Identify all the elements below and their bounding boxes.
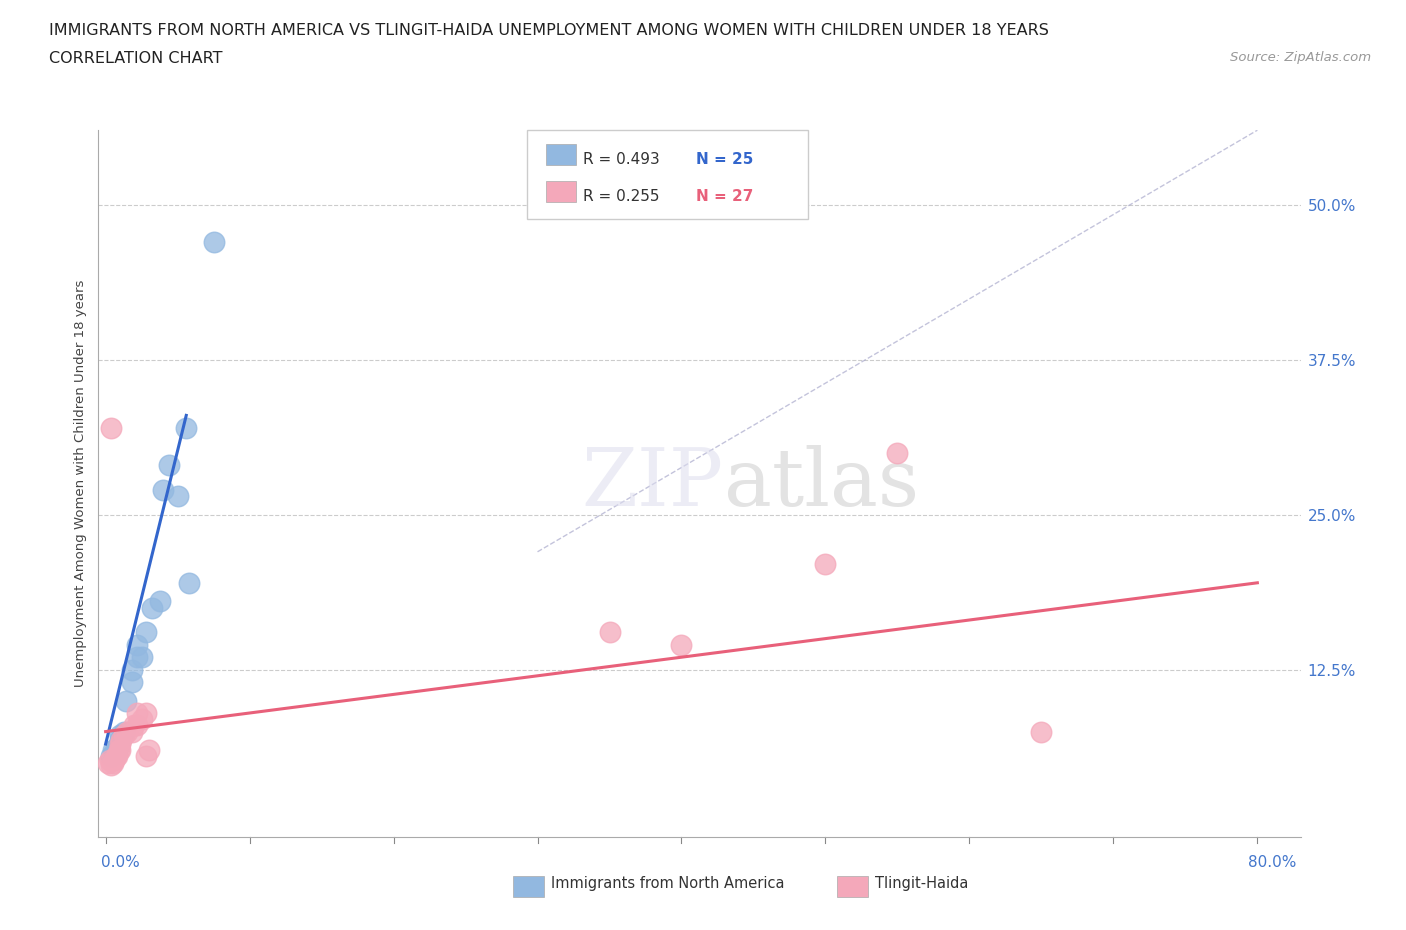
Point: [886, 445, 908, 460]
Point: [179, 576, 201, 591]
Point: [103, 745, 125, 760]
Point: [101, 755, 124, 770]
Point: [103, 752, 125, 767]
Point: [100, 749, 122, 764]
Point: [599, 625, 621, 640]
Point: [174, 420, 197, 435]
Point: [108, 743, 131, 758]
Text: IMMIGRANTS FROM NORTH AMERICA VS TLINGIT-HAIDA UNEMPLOYMENT AMONG WOMEN WITH CHI: IMMIGRANTS FROM NORTH AMERICA VS TLINGIT…: [49, 23, 1049, 38]
Text: atlas: atlas: [724, 445, 918, 523]
Text: R = 0.255: R = 0.255: [583, 189, 659, 204]
Point: [107, 737, 129, 751]
Point: [202, 234, 225, 249]
Text: Immigrants from North America: Immigrants from North America: [551, 876, 785, 891]
Text: Tlingit-Haida: Tlingit-Haida: [875, 876, 967, 891]
Point: [157, 458, 180, 472]
Point: [108, 737, 131, 751]
Point: [138, 743, 160, 758]
Point: [131, 650, 153, 665]
Text: ZIP: ZIP: [582, 445, 724, 523]
Point: [112, 728, 135, 743]
Point: [105, 743, 128, 758]
Point: [107, 743, 129, 758]
Point: [121, 674, 143, 689]
Text: R = 0.493: R = 0.493: [583, 152, 661, 166]
Point: [152, 483, 174, 498]
Point: [149, 594, 172, 609]
Text: 0.0%: 0.0%: [101, 855, 141, 870]
Point: [112, 724, 135, 739]
Point: [110, 730, 132, 745]
Point: [124, 718, 146, 733]
Text: N = 25: N = 25: [696, 152, 754, 166]
Text: 80.0%: 80.0%: [1249, 855, 1296, 870]
Point: [100, 420, 122, 435]
Point: [108, 733, 131, 748]
Point: [141, 600, 163, 615]
Text: N = 27: N = 27: [696, 189, 754, 204]
Point: [114, 693, 136, 708]
Point: [105, 749, 128, 764]
Point: [97, 755, 120, 770]
Point: [108, 728, 131, 743]
Point: [121, 662, 143, 677]
Point: [104, 740, 127, 755]
Point: [104, 749, 127, 764]
Point: [127, 650, 149, 665]
Point: [127, 637, 149, 652]
Point: [131, 711, 153, 726]
Y-axis label: Unemployment Among Women with Children Under 18 years: Unemployment Among Women with Children U…: [75, 280, 87, 687]
Point: [100, 758, 122, 773]
Point: [1031, 724, 1053, 739]
Point: [671, 637, 693, 652]
Text: Source: ZipAtlas.com: Source: ZipAtlas.com: [1230, 51, 1371, 64]
Point: [101, 743, 124, 758]
Point: [814, 557, 837, 572]
Text: CORRELATION CHART: CORRELATION CHART: [49, 51, 222, 66]
Point: [135, 706, 157, 721]
Point: [98, 752, 121, 767]
Point: [135, 625, 157, 640]
Point: [110, 733, 132, 748]
Point: [127, 706, 149, 721]
Point: [127, 718, 149, 733]
Point: [135, 749, 157, 764]
Point: [115, 724, 138, 739]
Point: [121, 724, 143, 739]
Point: [166, 488, 188, 503]
